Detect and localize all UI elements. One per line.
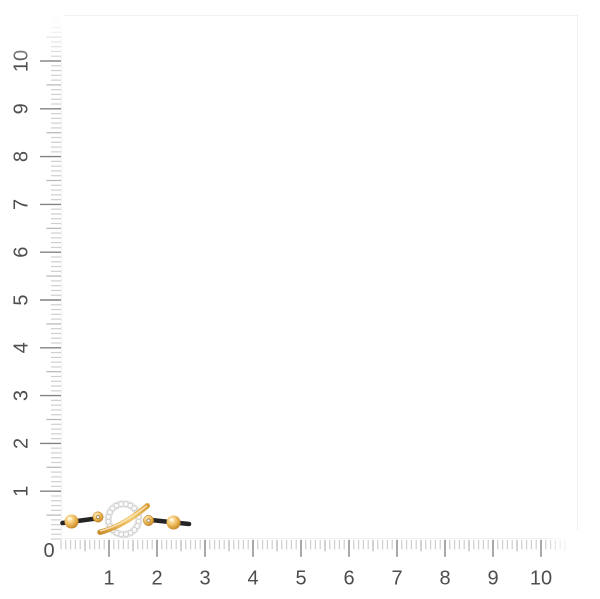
y-tick-label: 10 [11, 50, 33, 72]
x-tick-label: 3 [199, 568, 210, 590]
diamond-stone [113, 502, 120, 509]
gold-bead-right [166, 515, 181, 530]
diamond-stone [127, 502, 134, 509]
origin-label: 0 [43, 540, 54, 562]
diamond-stone [105, 518, 112, 525]
diamond-stone [131, 527, 138, 533]
y-tick-label: 4 [11, 342, 33, 353]
charm-inner-rim [111, 506, 137, 532]
y-axis-ticks [40, 17, 61, 540]
connector-ring-right-hole [146, 518, 151, 523]
diamond-stone [135, 518, 142, 525]
y-tick-label: 5 [11, 294, 33, 305]
x-tick-label: 8 [439, 568, 450, 590]
y-tick-label: 7 [11, 199, 33, 210]
y-tick-label: 3 [11, 390, 33, 401]
bead-highlight [169, 518, 174, 522]
diamond-stone [107, 509, 113, 516]
diamond-stone [123, 531, 129, 538]
diamond-stone [127, 530, 134, 536]
diamond-stone [118, 501, 124, 507]
y-tick-label: 9 [11, 103, 33, 114]
x-tick-label: 5 [295, 568, 306, 590]
x-tick-label: 7 [391, 568, 402, 590]
diamond-stone [118, 531, 124, 538]
gold-swoosh-highlight [99, 505, 147, 532]
y-tick-label: 1 [11, 486, 33, 497]
charm-outer-rim [104, 500, 143, 538]
y-tick-label: 8 [11, 151, 33, 162]
x-axis-ticks [60, 539, 566, 557]
x-tick-label: 4 [247, 568, 258, 590]
axis-tick-labels: 1 2 3 4 5 6 7 8 9 10 1 2 3 4 5 6 7 8 9 10 [11, 50, 553, 590]
bead-highlight [67, 517, 72, 521]
x-tick-label: 2 [151, 568, 162, 590]
diamond-stone [123, 501, 129, 507]
x-tick-label: 10 [530, 568, 552, 590]
diamond-stone [134, 523, 140, 529]
diamond-stone [105, 514, 112, 520]
plot-area-border [61, 15, 578, 539]
diamond-stone [131, 505, 137, 512]
x-tick-label: 1 [103, 568, 114, 590]
diamond-stone [113, 530, 120, 536]
diamond-stone [109, 505, 116, 512]
y-tick-label: 6 [11, 247, 33, 258]
bracelet-product-image [60, 500, 192, 539]
x-tick-label: 9 [487, 568, 498, 590]
connector-ring-left-hole [95, 514, 101, 520]
gold-bead-left [64, 514, 79, 529]
x-tick-label: 6 [343, 568, 354, 590]
y-tick-label: 2 [11, 438, 33, 449]
